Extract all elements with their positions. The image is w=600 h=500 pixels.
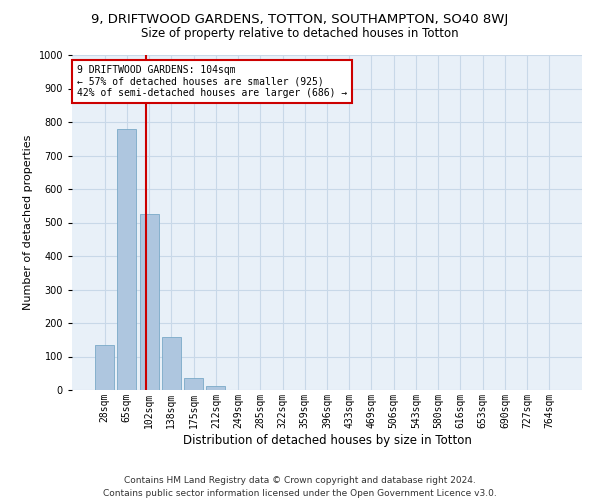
Text: Size of property relative to detached houses in Totton: Size of property relative to detached ho… [141,28,459,40]
Text: Contains HM Land Registry data © Crown copyright and database right 2024.
Contai: Contains HM Land Registry data © Crown c… [103,476,497,498]
Text: 9 DRIFTWOOD GARDENS: 104sqm
← 57% of detached houses are smaller (925)
42% of se: 9 DRIFTWOOD GARDENS: 104sqm ← 57% of det… [77,65,347,98]
Bar [118,130,136,390]
Bar [95,346,114,390]
Bar [206,386,225,390]
Bar [140,214,158,390]
Bar [162,337,181,390]
X-axis label: Distribution of detached houses by size in Totton: Distribution of detached houses by size … [182,434,472,446]
Text: 9, DRIFTWOOD GARDENS, TOTTON, SOUTHAMPTON, SO40 8WJ: 9, DRIFTWOOD GARDENS, TOTTON, SOUTHAMPTO… [91,12,509,26]
Bar [184,378,203,390]
Y-axis label: Number of detached properties: Number of detached properties [23,135,33,310]
